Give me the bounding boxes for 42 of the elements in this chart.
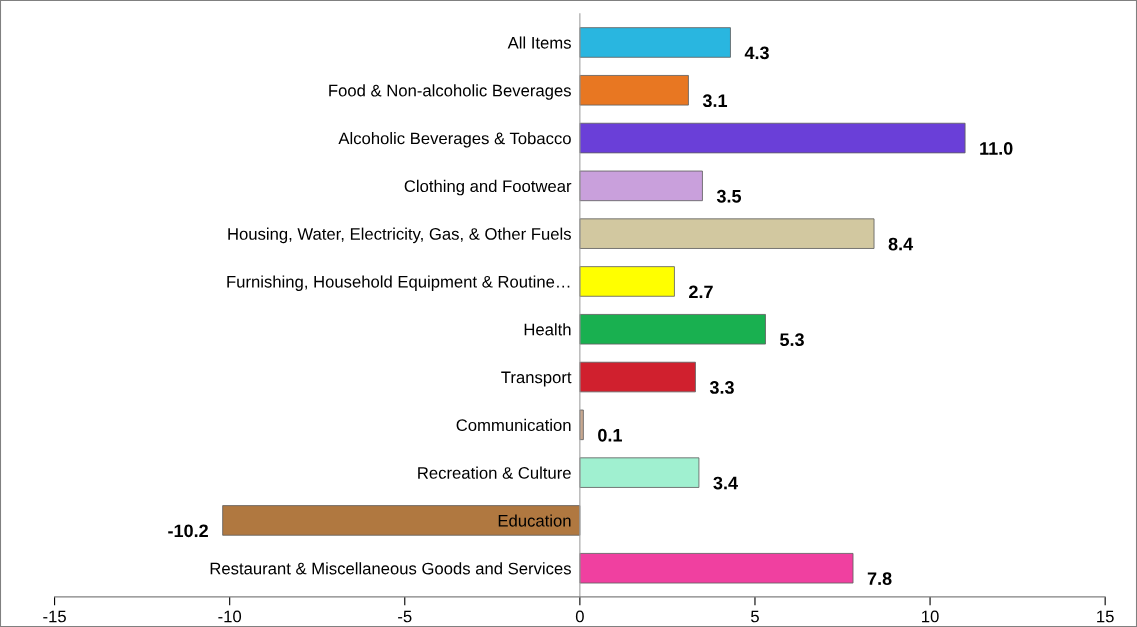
data-label: 2.7 [689,285,713,299]
y-tick-label: Restaurant & Miscellaneous Goods and Services [210,562,571,575]
y-tick-label: Health [524,323,571,336]
x-tick-label: -15 [43,610,66,623]
x-tick-label: -5 [398,610,412,623]
data-label: -10.2 [168,524,208,538]
y-tick-label: Recreation & Culture [418,466,571,479]
bar [579,361,696,393]
data-label: 4.3 [744,46,769,60]
data-label: 7.8 [867,572,892,586]
data-label: 3.4 [713,476,738,490]
data-label: 3.5 [716,189,742,203]
y-tick-label: Communication [456,418,571,432]
bar [579,266,675,297]
data-label: 3.1 [702,94,728,108]
x-tick-label: 0 [575,610,584,623]
y-tick-label: Education [498,514,571,527]
x-tick-label: -10 [218,610,242,623]
x-tick-label: 15 [1097,610,1114,623]
bar [579,75,689,106]
data-label: 0.1 [598,428,622,442]
x-tick-label: 5 [751,610,759,623]
y-tick-label: Alcoholic Beverages & Tobacco [338,132,571,148]
y-tick-label: Transport [501,371,572,387]
y-tick-label: All Items [507,36,571,49]
data-label: 11.0 [980,142,1013,155]
y-tick-label: Furnishing, Household Equipment & Routine… [227,275,570,291]
bar [579,27,731,58]
data-label: 5.3 [780,333,804,347]
bar [222,505,581,536]
y-tick-label: Food & Non-alcoholic Beverages [329,84,571,100]
data-label: 8.4 [888,237,914,251]
data-label: 3.3 [709,381,734,394]
bar [579,457,700,488]
y-tick-label: Housing, Water, Electricity, Gas, & Other Fuels [228,227,571,244]
x-tick-label: 10 [922,610,939,623]
bar [579,314,766,345]
bar [579,122,966,154]
bar [579,552,854,584]
bar [579,170,703,202]
bar [579,218,875,249]
y-tick-label: Clothing and Footwear [404,179,572,196]
